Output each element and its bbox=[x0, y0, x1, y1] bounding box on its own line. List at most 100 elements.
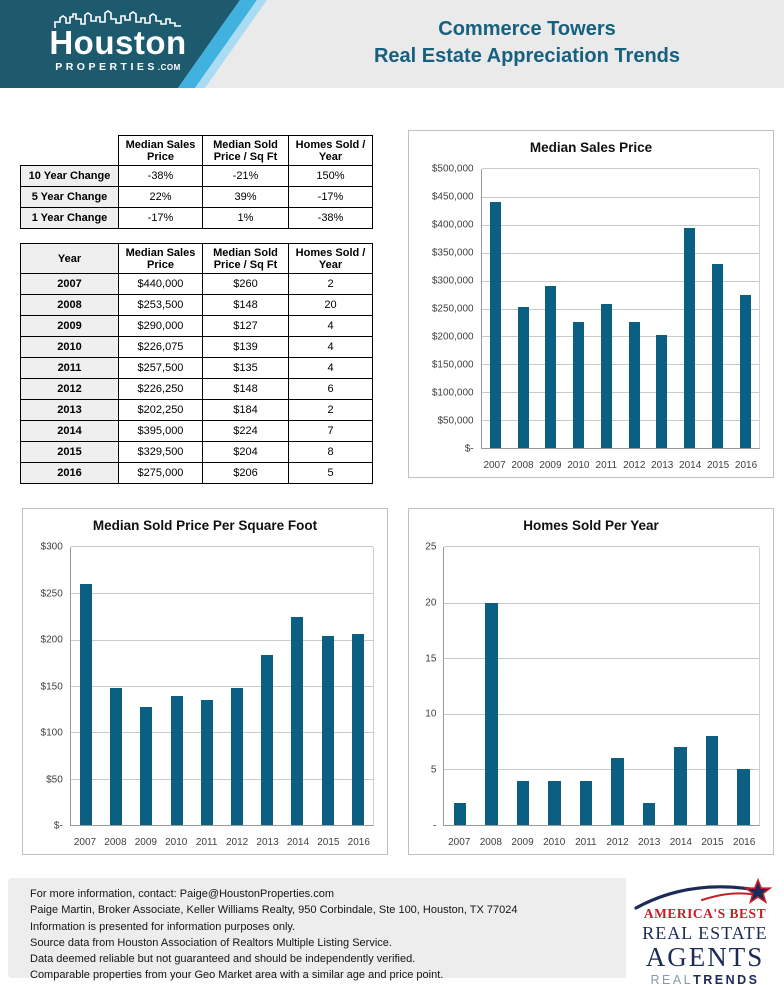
houston-properties-logo: Houston PROPERTIES.COM bbox=[38, 10, 198, 73]
bar-2007 bbox=[489, 202, 501, 448]
footer-line: Data deemed reliable but not guaranteed … bbox=[30, 953, 416, 966]
data-cell: $395,000 bbox=[118, 420, 203, 442]
plot-region bbox=[480, 168, 760, 449]
realtrends-badge-panel: AMERICA'S BEST REAL ESTATE AGENTS REALTR… bbox=[626, 874, 784, 985]
row-label-cell: 2014 bbox=[20, 420, 119, 442]
badge-line-agents: AGENTS bbox=[645, 942, 765, 972]
x-tick-label: 2013 bbox=[638, 837, 661, 848]
y-tick-label: 5 bbox=[430, 764, 437, 776]
bar-2011 bbox=[600, 304, 612, 448]
x-tick-label: 2016 bbox=[733, 837, 756, 848]
y-tick-label: $100 bbox=[40, 727, 63, 739]
bar-2008 bbox=[485, 602, 498, 825]
x-tick-label: 2013 bbox=[651, 460, 674, 471]
gridline bbox=[70, 778, 373, 780]
data-cell: 150% bbox=[288, 165, 373, 187]
y-tick-label: $300 bbox=[40, 541, 63, 553]
data-cell: $135 bbox=[202, 357, 289, 379]
data-cell: 22% bbox=[118, 186, 203, 208]
footer-line: Comparable properties from your Geo Mark… bbox=[30, 969, 444, 982]
x-tick-label: 2007 bbox=[73, 837, 97, 848]
gridline bbox=[481, 364, 759, 366]
chart-plot-area: 25 20 15 10 5-2007 2008 2009 2010 2011 2012 2013 20… bbox=[417, 539, 765, 848]
swoosh-star-icon bbox=[634, 878, 773, 910]
data-cell: 2 bbox=[288, 273, 373, 295]
data-cell: $253,500 bbox=[118, 294, 203, 316]
x-tick-label: 2014 bbox=[286, 837, 310, 848]
page-title-line1: Commerce Towers bbox=[438, 18, 616, 40]
table-row: 2016 $275,000 $206 5 bbox=[20, 462, 373, 484]
y-axis-labels: $300 $250 $200 $150 $100 $50 $- bbox=[31, 542, 70, 832]
column-header: Median Sold Price / Sq Ft bbox=[202, 243, 289, 274]
bar-2009 bbox=[545, 286, 557, 448]
y-tick-label: 10 bbox=[425, 708, 437, 720]
table-row: 2015 $329,500 $204 8 bbox=[20, 441, 373, 463]
data-cell: 2 bbox=[288, 399, 373, 421]
bar-2014 bbox=[291, 617, 304, 825]
bar-2010 bbox=[170, 696, 183, 825]
data-cell: $290,000 bbox=[118, 315, 203, 337]
y-tick-label: $350,000 bbox=[431, 247, 474, 259]
summary-change-table: Median Sales Price Median Sold Price / Sq… bbox=[20, 135, 373, 229]
x-tick-label: 2016 bbox=[734, 460, 758, 471]
x-tick-label: 2012 bbox=[225, 837, 249, 848]
y-tick-label: $450,000 bbox=[431, 191, 474, 203]
x-tick-label: 2013 bbox=[256, 837, 279, 848]
bar-2007 bbox=[453, 802, 467, 825]
column-header: Year bbox=[20, 243, 119, 274]
table-row: 1 Year Change -17% 1% -38% bbox=[20, 207, 373, 229]
page-title: Commerce Towers Real Estate Appreciation… bbox=[280, 16, 774, 70]
y-tick-label: $- bbox=[53, 820, 63, 832]
x-tick-label: 2014 bbox=[679, 460, 702, 471]
y-tick-label: $300,000 bbox=[431, 275, 474, 287]
bar-2016 bbox=[739, 294, 751, 448]
bar-2016 bbox=[351, 634, 364, 825]
bar-2012 bbox=[611, 758, 624, 825]
logo-name: Houston bbox=[49, 24, 187, 61]
gridline bbox=[444, 546, 759, 547]
y-tick-label: 15 bbox=[425, 653, 437, 665]
gridline bbox=[444, 713, 759, 715]
x-tick-label: 2011 bbox=[195, 837, 218, 848]
data-cell: 4 bbox=[288, 336, 373, 358]
header-banner: Houston PROPERTIES.COM Commerce Towers R… bbox=[0, 0, 784, 88]
row-label-cell: 10 Year Change bbox=[20, 165, 119, 187]
gridline bbox=[481, 308, 759, 310]
table-row: 10 Year Change -38% -21% 150% bbox=[20, 165, 373, 187]
bar-2008 bbox=[517, 306, 529, 448]
gridline bbox=[481, 168, 759, 169]
bar-2008 bbox=[110, 687, 123, 825]
gridline bbox=[444, 602, 759, 604]
x-tick-label: 2009 bbox=[134, 837, 157, 848]
y-tick-label: $500,000 bbox=[431, 163, 474, 175]
x-tick-label: 2015 bbox=[706, 460, 730, 471]
column-header bbox=[21, 136, 119, 166]
footer-line: For more information, contact: Paige@Hou… bbox=[30, 888, 335, 900]
y-tick-label: 20 bbox=[425, 597, 437, 609]
x-tick-label: 2008 bbox=[104, 837, 127, 848]
y-tick-label: $200,000 bbox=[431, 331, 474, 343]
gridline bbox=[481, 252, 759, 254]
chart-title: Median Sold Price Per Square Foot bbox=[92, 518, 318, 533]
y-tick-label: 25 bbox=[425, 541, 437, 553]
data-cell: $206 bbox=[202, 462, 289, 484]
chart-title: Median Sales Price bbox=[529, 140, 653, 155]
gridline bbox=[481, 420, 759, 422]
column-header: Median Sold Price / Sq Ft bbox=[202, 135, 289, 166]
data-cell: 1% bbox=[202, 207, 289, 229]
data-cell: $148 bbox=[202, 294, 289, 316]
data-cell: $226,250 bbox=[118, 378, 203, 400]
logo-subtitle: PROPERTIES.COM bbox=[55, 61, 181, 73]
bar-2011 bbox=[200, 699, 213, 825]
data-cell: $275,000 bbox=[118, 462, 203, 484]
gridline bbox=[481, 224, 759, 226]
bar-2016 bbox=[736, 769, 750, 825]
column-header: Homes Sold / Year bbox=[288, 135, 373, 166]
gridline bbox=[481, 336, 759, 338]
y-tick-label: $50 bbox=[46, 774, 63, 785]
summary-table-header: Median Sales Price Median Sold Price / Sq… bbox=[21, 135, 373, 166]
footer-line: Source data from Houston Association of … bbox=[30, 936, 392, 949]
table-row: 2014 $395,000 $224 7 bbox=[20, 420, 373, 442]
data-cell: $204 bbox=[202, 441, 289, 463]
y-tick-label: $150,000 bbox=[431, 359, 474, 371]
